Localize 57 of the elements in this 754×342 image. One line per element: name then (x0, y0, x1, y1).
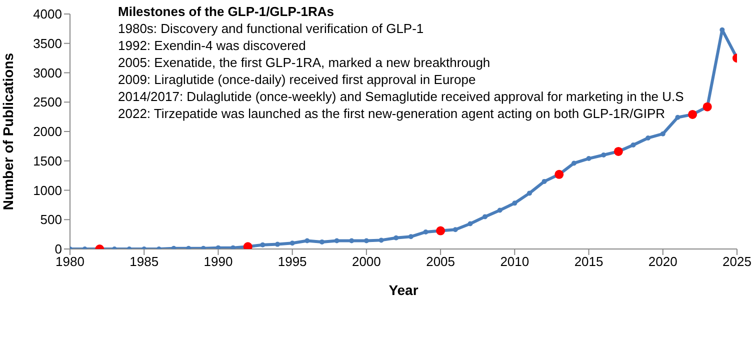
point (586, 156, 592, 162)
y-tick-label: 0 (54, 242, 62, 257)
point (394, 235, 399, 240)
point (660, 131, 666, 136)
x-axis-title: Year (388, 282, 419, 298)
point (482, 214, 488, 220)
point (364, 238, 369, 244)
x-tick-label: 2010 (500, 254, 530, 270)
x-tick-label: 2015 (574, 254, 604, 270)
y-tick-label: 1000 (33, 182, 62, 198)
point (468, 221, 473, 226)
annotation: 2005: Exenatide, the first GLP-1RA, marked a new breakthrough (118, 54, 492, 71)
x-tick-label: 2005 (426, 254, 456, 270)
annotation: 2009: Liraglutide (once-daily) received first approval in Europe (118, 71, 477, 88)
point (630, 142, 636, 148)
point (304, 238, 310, 244)
point (260, 242, 266, 248)
chart-title: Milestones of the GLP-1/GLP-1RAs (118, 3, 335, 20)
x-tick-label: 1980 (56, 254, 84, 270)
x-tick-label: 1985 (130, 254, 159, 270)
x-tick-label: 2020 (648, 254, 678, 270)
point (230, 245, 236, 249)
annotation: 2014/2017: Dulaglutide (once-weekly) and Semaglutide received approval for marketing in the U.S (118, 88, 685, 105)
point (275, 242, 280, 247)
point (319, 239, 324, 244)
point (349, 238, 354, 244)
point (526, 190, 532, 196)
annotation: 1992: Exendin-4 was discovered (118, 37, 307, 54)
y-tick-label: 3500 (33, 36, 62, 51)
point (497, 208, 502, 213)
y-tick-label: 500 (40, 212, 62, 228)
point (601, 152, 606, 158)
x-tick-label: 2025 (722, 254, 752, 270)
point (423, 229, 428, 234)
point (571, 160, 576, 166)
y-tick-label: 1500 (33, 153, 62, 168)
annotation: 1980s: Discovery and functional verification of GLP-1 (118, 20, 425, 37)
point (334, 238, 340, 244)
y-tick-label: 2000 (33, 124, 62, 140)
point (408, 234, 414, 240)
point (216, 245, 221, 249)
point (512, 200, 518, 206)
x-tick-label: 1990 (204, 254, 233, 270)
point (720, 27, 725, 32)
point (378, 238, 384, 243)
y-tick-label: 2500 (33, 94, 62, 110)
point (290, 240, 295, 246)
x-tick-label: 1995 (278, 254, 307, 270)
point (675, 114, 680, 120)
point (646, 135, 651, 140)
x-tick-label: 2000 (352, 254, 381, 270)
y-tick-label: 4000 (33, 6, 62, 22)
point (542, 178, 547, 184)
y-axis-title: Number of Publications (0, 52, 16, 210)
y-tick-label: 3000 (33, 65, 62, 80)
point (452, 227, 458, 232)
annotation: 2022: Tirzepatide was launched as the first new-generation agent acting on both GLP-1R/GIPR (118, 105, 666, 122)
